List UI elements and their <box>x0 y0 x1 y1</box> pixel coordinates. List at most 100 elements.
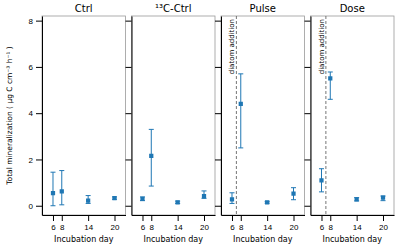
tick-mark <box>305 21 311 22</box>
tick-mark <box>204 215 205 221</box>
annotation: diatom addition <box>228 19 236 74</box>
y-tick: 6 <box>29 63 42 72</box>
x-label: Incubation day <box>144 235 204 244</box>
panel: 681420diatom additionPulseIncubation day <box>215 3 305 244</box>
y-label: Total mineralization ( µg C cm⁻³ h⁻¹ ) <box>5 46 14 186</box>
y-axis: 02468 <box>29 17 43 216</box>
axis-line <box>311 215 395 216</box>
y-tick <box>305 206 311 207</box>
tick-label: 6 <box>51 223 56 232</box>
tick-mark <box>215 159 221 160</box>
point <box>265 200 269 204</box>
axis-line <box>311 17 312 216</box>
error-bar <box>86 196 91 204</box>
tick-label: 14 <box>84 223 93 232</box>
marks <box>229 16 296 215</box>
error-bar <box>149 129 154 186</box>
tick-mark <box>115 215 116 221</box>
x-tick: 8 <box>60 215 65 232</box>
point <box>291 192 295 196</box>
error-bar <box>328 72 333 99</box>
tick-mark <box>36 206 42 207</box>
tick-label: 6 <box>141 223 146 232</box>
y-tick <box>215 21 221 22</box>
x-tick: 6 <box>141 215 146 232</box>
error-bar <box>175 201 180 203</box>
y-tick <box>305 159 311 160</box>
tick-mark <box>215 67 221 68</box>
y-axis <box>126 17 133 216</box>
tick-mark <box>241 215 242 221</box>
tick-label: 2 <box>29 156 34 165</box>
tick-label: 20 <box>200 223 209 232</box>
panel-title: Dose <box>340 3 365 14</box>
x-tick: 14 <box>174 215 183 232</box>
tick-mark <box>151 215 152 221</box>
panel-title: Pulse <box>250 3 276 14</box>
tick-label: 6 <box>320 223 325 232</box>
point <box>230 197 234 201</box>
x-tick: 20 <box>200 215 209 232</box>
point <box>60 189 64 193</box>
tick-label: 8 <box>239 223 244 232</box>
y-tick <box>126 206 132 207</box>
tick-mark <box>267 215 268 221</box>
y-tick <box>215 206 221 207</box>
axis-line <box>221 17 222 216</box>
tick-label: 8 <box>150 223 155 232</box>
tick-label: 6 <box>29 63 34 72</box>
tick-mark <box>305 113 311 114</box>
error-bar <box>354 198 359 201</box>
y-tick <box>215 67 221 68</box>
marks <box>50 171 117 206</box>
point <box>140 197 144 201</box>
tick-mark <box>126 21 132 22</box>
tick-label: 14 <box>353 223 362 232</box>
tick-mark <box>36 113 42 114</box>
tick-label: 20 <box>111 223 120 232</box>
x-label: Incubation day <box>233 235 293 244</box>
x-tick: 8 <box>329 215 334 232</box>
tick-label: 14 <box>174 223 183 232</box>
point <box>112 196 116 200</box>
x-tick: 6 <box>320 215 325 232</box>
y-axis <box>215 17 222 216</box>
error-bar <box>291 188 296 200</box>
tick-mark <box>126 159 132 160</box>
plot-frame <box>132 16 216 215</box>
tick-mark <box>62 215 63 221</box>
x-tick: 8 <box>150 215 155 232</box>
tick-mark <box>126 67 132 68</box>
annotation: diatom addition <box>318 19 326 74</box>
marks <box>140 129 207 204</box>
panel: 68142002468CtrlIncubation dayTotal miner… <box>5 3 126 244</box>
x-tick: 6 <box>230 215 235 232</box>
axis-line <box>42 17 43 216</box>
tick-label: 20 <box>290 223 299 232</box>
error-bar <box>112 197 117 199</box>
point <box>51 191 55 195</box>
x-tick: 14 <box>353 215 362 232</box>
tick-mark <box>53 215 54 221</box>
tick-label: 8 <box>60 223 65 232</box>
marks <box>319 16 386 215</box>
tick-mark <box>305 206 311 207</box>
point <box>355 197 359 201</box>
point <box>319 178 323 182</box>
tick-label: 8 <box>29 17 34 26</box>
x-tick: 20 <box>290 215 299 232</box>
panel-title: ¹³C-Ctrl <box>155 3 191 14</box>
error-bar <box>229 193 234 204</box>
axis-line <box>222 215 306 216</box>
tick-label: 8 <box>329 223 334 232</box>
point <box>149 154 153 158</box>
tick-label: 20 <box>379 223 388 232</box>
tick-label: 0 <box>29 202 34 211</box>
chart: 68142002468CtrlIncubation dayTotal miner… <box>0 0 400 247</box>
y-tick <box>215 159 221 160</box>
tick-mark <box>305 67 311 68</box>
y-tick <box>126 21 132 22</box>
point <box>202 194 206 198</box>
tick-mark <box>215 21 221 22</box>
tick-mark <box>294 215 295 221</box>
